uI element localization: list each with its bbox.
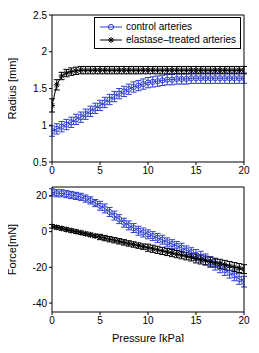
- svg-text:2.5: 2.5: [33, 10, 47, 21]
- svg-text:5: 5: [97, 315, 103, 326]
- svg-text:20: 20: [238, 165, 250, 176]
- svg-text:Radius [mm]: Radius [mm]: [8, 58, 18, 120]
- svg-text:Pressure [kPa]: Pressure [kPa]: [112, 332, 184, 342]
- svg-text:10: 10: [142, 165, 154, 176]
- svg-text:0: 0: [49, 165, 55, 176]
- svg-text:5: 5: [97, 165, 103, 176]
- svg-text:20: 20: [36, 190, 48, 201]
- svg-text:1: 1: [41, 120, 47, 131]
- svg-text:-20: -20: [33, 262, 48, 273]
- svg-text:Force[mN]: Force[mN]: [8, 224, 18, 275]
- svg-text:0: 0: [41, 226, 47, 237]
- svg-text:-40: -40: [33, 298, 48, 309]
- svg-text:15: 15: [190, 315, 202, 326]
- svg-text:0: 0: [49, 315, 55, 326]
- svg-text:2: 2: [41, 46, 47, 57]
- svg-text:15: 15: [190, 165, 202, 176]
- svg-text:0.5: 0.5: [33, 157, 47, 168]
- html-text:control arteries: control arteries: [125, 21, 193, 32]
- svg-text:10: 10: [142, 315, 154, 326]
- html-text:elastase–treated arteries: elastase–treated arteries: [125, 34, 236, 45]
- svg-text:1.5: 1.5: [33, 83, 47, 94]
- svg-text:20: 20: [238, 315, 250, 326]
